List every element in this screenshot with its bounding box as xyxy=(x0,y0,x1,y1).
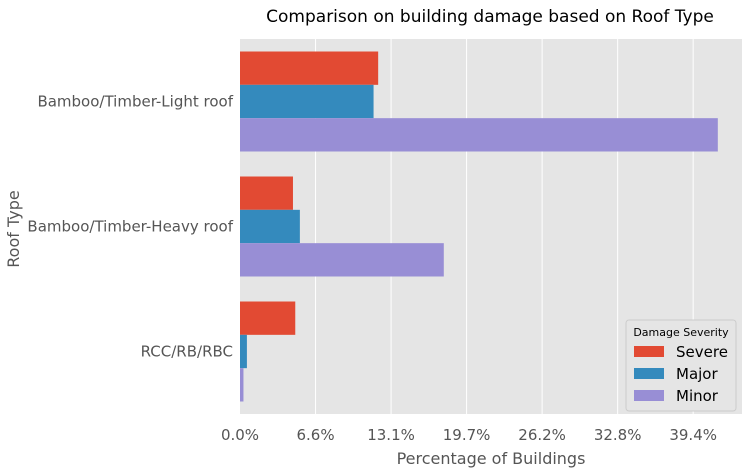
legend-label-minor: Minor xyxy=(676,387,719,405)
x-tick-label: 19.7% xyxy=(443,426,491,444)
y-axis-label: Roof Type xyxy=(4,190,23,267)
bar-minor-0 xyxy=(240,118,718,152)
y-tick-labels: Bamboo/Timber-Light roof Bamboo/Timber-He… xyxy=(27,93,233,361)
bar-minor-2 xyxy=(240,368,244,402)
x-tick-label: 13.1% xyxy=(367,426,415,444)
legend-label-major: Major xyxy=(676,365,718,383)
x-tick-labels: 0.0% 6.6% 13.1% 19.7% 26.2% 32.8% 39.4% xyxy=(221,426,717,444)
legend-box xyxy=(625,319,737,412)
bar-severe-2 xyxy=(240,301,296,335)
y-tick-label: Bamboo/Timber-Heavy roof xyxy=(27,218,233,236)
legend-swatch-minor xyxy=(634,390,664,401)
bars xyxy=(240,51,718,402)
legend: Damage Severity Severe Major Minor xyxy=(625,319,737,412)
x-axis-label: Percentage of Buildings xyxy=(397,449,586,468)
legend-swatch-major xyxy=(634,368,664,379)
x-tick-label: 26.2% xyxy=(518,426,566,444)
legend-swatch-severe xyxy=(634,346,664,357)
x-tick-label: 39.4% xyxy=(669,426,717,444)
bar-major-1 xyxy=(240,209,300,244)
y-tick-label: Bamboo/Timber-Light roof xyxy=(37,93,233,111)
x-tick-label: 0.0% xyxy=(221,426,259,444)
bar-major-2 xyxy=(240,334,247,369)
bar-severe-1 xyxy=(240,176,293,210)
legend-label-severe: Severe xyxy=(676,343,728,361)
chart-title: Comparison on building damage based on R… xyxy=(266,7,714,27)
bar-major-0 xyxy=(240,84,374,119)
y-tick-label: RCC/RB/RBC xyxy=(141,343,233,361)
bar-minor-1 xyxy=(240,243,444,277)
bar-severe-0 xyxy=(240,51,379,85)
x-tick-label: 6.6% xyxy=(296,426,334,444)
legend-title: Damage Severity xyxy=(633,326,729,339)
x-tick-label: 32.8% xyxy=(594,426,642,444)
